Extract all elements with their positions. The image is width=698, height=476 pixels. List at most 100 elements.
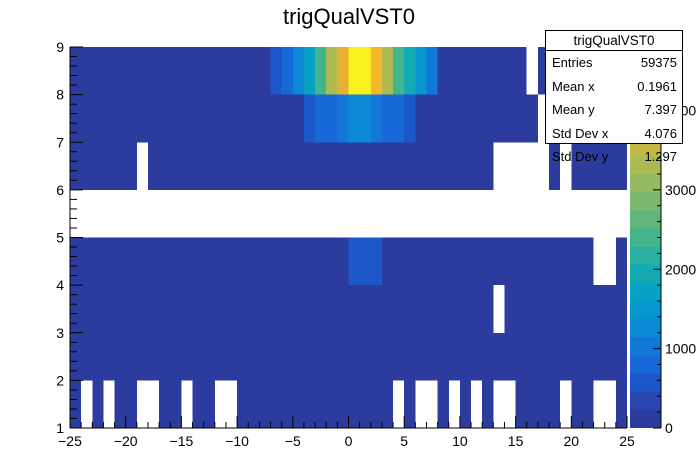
heatmap-cell	[270, 47, 282, 95]
palette-swatch	[630, 301, 661, 320]
z-tick-label: 3000	[665, 182, 696, 198]
stats-label: Entries	[552, 55, 593, 70]
heatmap-cell	[326, 47, 338, 95]
empty-bin	[493, 285, 505, 333]
chart-title: trigQualVST0	[282, 4, 416, 29]
x-tick-label: 20	[564, 433, 580, 449]
z-tick-label: 0	[665, 420, 673, 436]
palette-swatch	[630, 246, 661, 265]
heatmap-cell	[281, 47, 293, 95]
heatmap-cell	[315, 94, 327, 143]
y-tick-label: 8	[56, 87, 64, 103]
palette-swatch	[630, 319, 661, 338]
x-tick-label: −5	[285, 433, 301, 449]
empty-bin	[537, 94, 550, 190]
palette-swatch	[630, 391, 661, 410]
empty-bin	[560, 380, 572, 428]
stats-row-entries: Entries 59375	[546, 51, 682, 75]
heatmap-cell	[303, 94, 316, 143]
heatmap-cell	[393, 47, 405, 95]
x-tick-label: −25	[58, 433, 82, 449]
palette-swatch	[630, 355, 661, 374]
palette-swatch	[630, 373, 661, 392]
heatmap-cell	[370, 94, 382, 143]
x-tick-label: 0	[345, 433, 353, 449]
x-tick-label: 5	[400, 433, 408, 449]
heatmap-cell	[359, 47, 371, 95]
palette-swatch	[630, 282, 661, 301]
stats-label: Std Dev x	[552, 125, 609, 141]
y-tick-label: 9	[56, 39, 64, 55]
empty-bin	[560, 142, 572, 190]
y-tick-label: 5	[56, 230, 64, 246]
palette-swatch	[630, 210, 661, 229]
heatmap-cell	[381, 94, 394, 143]
heatmap-cell	[292, 47, 304, 95]
palette-swatch	[630, 192, 661, 211]
stats-value: 4.076	[644, 125, 677, 141]
y-tick-label: 1	[56, 420, 64, 436]
y-tick-label: 7	[56, 134, 64, 150]
y-tick-label: 3	[56, 325, 64, 341]
stats-title: trigQualVST0	[546, 31, 682, 51]
x-tick-label: 15	[508, 433, 524, 449]
empty-bin	[593, 380, 616, 428]
stats-row-std-y: Std Dev y 1.297	[546, 145, 682, 169]
x-tick-label: −20	[114, 433, 138, 449]
stats-row-mean-x: Mean x 0.1961	[546, 75, 682, 99]
heatmap-cell	[337, 47, 349, 95]
z-tick-label: 2000	[665, 261, 696, 277]
empty-bin	[415, 380, 438, 428]
heatmap-cell	[348, 237, 382, 286]
heatmap-cell	[404, 47, 416, 95]
stats-label: Mean y	[552, 102, 595, 117]
stats-box: trigQualVST0 Entries 59375 Mean x 0.1961…	[545, 30, 683, 164]
empty-bin	[448, 380, 460, 428]
empty-bin	[81, 380, 93, 428]
x-tick-label: 25	[619, 433, 635, 449]
stats-value: 7.397	[644, 102, 677, 117]
palette-swatch	[630, 409, 661, 428]
heatmap-cell	[315, 47, 327, 95]
empty-bin	[103, 380, 115, 428]
heatmap-cell	[348, 94, 360, 143]
palette-swatch	[630, 264, 661, 283]
heatmap-cell	[404, 94, 416, 143]
z-tick-label: 1000	[665, 341, 696, 357]
x-tick-label: 10	[452, 433, 468, 449]
x-tick-label: −10	[225, 433, 249, 449]
y-tick-label: 6	[56, 182, 64, 198]
heatmap-cell	[426, 47, 438, 95]
empty-bin	[471, 380, 483, 428]
heatmap-cell	[326, 94, 338, 143]
stats-value: 59375	[640, 55, 677, 70]
empty-bin	[493, 142, 538, 190]
heatmap-cell	[415, 47, 427, 95]
heatmap-cells	[70, 47, 627, 428]
stats-label: Std Dev y	[552, 149, 609, 164]
palette-swatch	[630, 337, 661, 356]
y-tick-label: 4	[56, 277, 64, 293]
palette-swatch	[630, 174, 661, 193]
empty-bin	[136, 142, 148, 190]
empty-bin	[526, 47, 538, 95]
y-tick-label: 2	[56, 372, 64, 388]
heatmap-cell	[303, 47, 316, 95]
stats-value: 0.1961	[637, 78, 677, 94]
heatmap-cell	[337, 94, 349, 143]
x-tick-label: −15	[170, 433, 194, 449]
heatmap-cell	[348, 47, 360, 95]
stats-label: Mean x	[552, 78, 595, 94]
palette-swatch	[630, 155, 661, 174]
palette-swatch	[630, 228, 661, 247]
empty-bin	[493, 380, 516, 428]
empty-bin	[181, 380, 193, 428]
heatmap-cell	[370, 47, 382, 95]
axes: −25 −20 −15 −10 −5 0 5 10 15 20 25 1 2 3 4 5 6 7 8 9	[56, 39, 635, 449]
stats-value: 1.297	[644, 149, 677, 164]
empty-bin	[393, 380, 405, 428]
stats-row-std-x: Std Dev x 4.076	[546, 122, 682, 146]
stats-row-mean-y: Mean y 7.397	[546, 98, 682, 122]
empty-bin	[136, 380, 160, 428]
empty-bin	[593, 237, 616, 286]
